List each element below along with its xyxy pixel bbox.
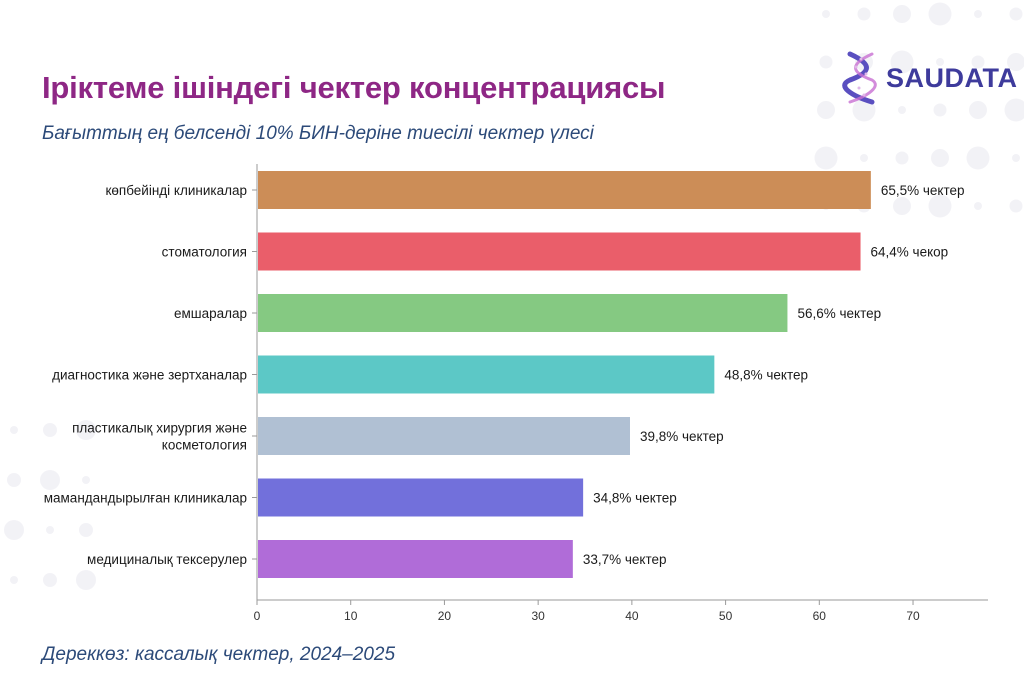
x-tick-label: 30 bbox=[531, 609, 545, 623]
brand-logo: SAUDATA bbox=[842, 50, 1018, 106]
value-label: 64,4% чекор bbox=[871, 245, 949, 260]
x-tick-label: 50 bbox=[719, 609, 733, 623]
value-label: 65,5% чектер bbox=[881, 183, 965, 198]
bar bbox=[258, 355, 715, 394]
value-label: 56,6% чектер bbox=[797, 306, 881, 321]
category-label: пластикалық хирургия және косметология bbox=[72, 421, 247, 453]
category-label: медициналық тексерулер bbox=[87, 552, 247, 567]
value-label: 39,8% чектер bbox=[640, 429, 724, 444]
category-label: диагностика және зертханалар bbox=[52, 368, 247, 383]
bar bbox=[258, 294, 788, 332]
page-subtitle: Бағыттың ең белсенді 10% БИН-деріне тиес… bbox=[42, 123, 594, 144]
bar bbox=[258, 540, 573, 578]
value-label: 48,8% чектер bbox=[724, 368, 808, 383]
bar bbox=[258, 232, 861, 271]
category-label: стоматология bbox=[162, 245, 247, 260]
value-label: 33,7% чектер bbox=[583, 552, 667, 567]
x-tick-label: 60 bbox=[813, 609, 827, 623]
x-tick-label: 10 bbox=[344, 609, 358, 623]
dna-helix-icon bbox=[842, 51, 877, 105]
value-label: 34,8% чектер bbox=[593, 491, 677, 506]
category-label: емшаралар bbox=[174, 306, 247, 321]
page-title: Іріктеме ішіндегі чектер концентрациясы bbox=[42, 70, 666, 105]
x-tick-label: 40 bbox=[625, 609, 639, 623]
bar bbox=[258, 171, 871, 209]
x-tick-label: 20 bbox=[438, 609, 452, 623]
bar bbox=[258, 478, 584, 517]
category-label: мамандандырылған клиникалар bbox=[44, 491, 247, 506]
category-label: көпбейінді клиникалар bbox=[105, 183, 247, 198]
bar bbox=[258, 417, 630, 455]
logo-wordmark: SAUDATA bbox=[886, 62, 1018, 93]
x-tick-label: 0 bbox=[254, 609, 261, 623]
source-note: Дереккөз: кассалық чектер, 2024–2025 bbox=[42, 644, 396, 665]
x-tick-label: 70 bbox=[906, 609, 920, 623]
